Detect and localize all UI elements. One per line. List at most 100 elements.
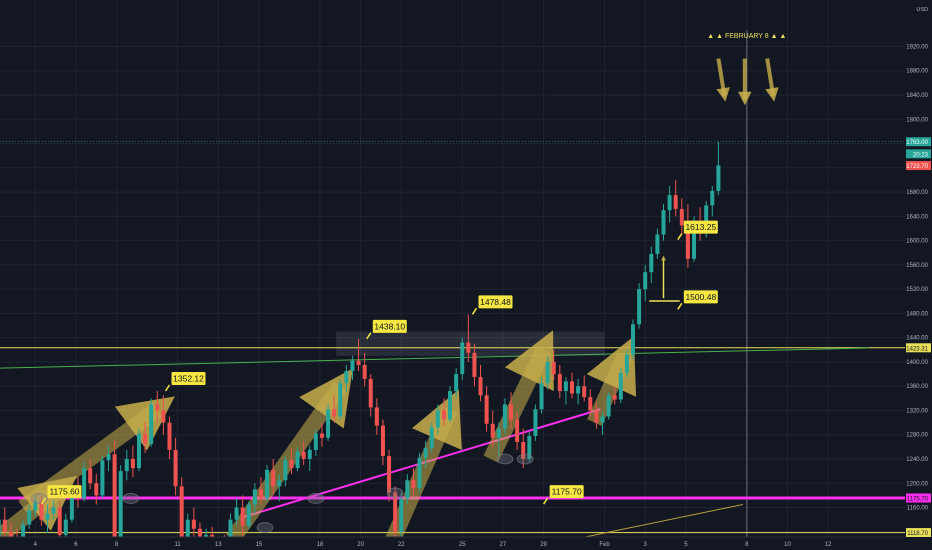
candle-body xyxy=(588,397,593,411)
price-callout-label: 1175.70 xyxy=(552,487,582,497)
price-callout-label: 1500.48 xyxy=(685,292,716,302)
candle-body xyxy=(155,404,160,411)
price-callout: 1175.70 xyxy=(543,485,584,505)
candle-body xyxy=(106,454,111,461)
candle-body xyxy=(51,507,56,514)
y-tick-label: 1440.00 xyxy=(906,336,928,342)
candle-body xyxy=(301,451,306,459)
candle-body xyxy=(161,410,166,423)
candle-body xyxy=(149,404,154,444)
up-arrow-annotation xyxy=(483,330,554,463)
candle-body xyxy=(252,489,257,505)
candle-body xyxy=(655,234,660,254)
candle-body xyxy=(82,468,87,499)
candle-body xyxy=(661,210,666,235)
candle-body xyxy=(667,195,672,211)
candle-body xyxy=(423,448,428,458)
price-callout-pointer xyxy=(40,497,47,505)
price-callout: 1352.12 xyxy=(164,371,206,392)
y-tick-label: 1800.00 xyxy=(906,117,928,123)
x-tick-label: 13 xyxy=(215,542,222,548)
candle-body xyxy=(545,361,550,384)
x-tick-label: 6 xyxy=(74,542,78,548)
candle-body xyxy=(417,457,422,489)
touch-point-marker xyxy=(496,453,514,465)
y-tick-label: 1840.00 xyxy=(906,93,928,99)
axis-price-tag xyxy=(906,528,931,538)
price-callout-pointer xyxy=(677,233,683,240)
candle-body xyxy=(374,407,379,426)
price-callout: 1175.60 xyxy=(40,485,82,505)
candle-body xyxy=(118,471,123,538)
touch-point-marker xyxy=(386,487,404,499)
candle-body xyxy=(411,480,416,489)
candle-body xyxy=(21,524,26,547)
candle-body xyxy=(191,519,196,529)
candle-body xyxy=(295,451,300,469)
candle-body xyxy=(338,383,343,417)
x-tick-label: 27 xyxy=(500,542,507,548)
candle-body xyxy=(39,501,44,520)
candle-body xyxy=(637,289,642,325)
trendline xyxy=(0,347,869,369)
x-tick-label: 18 xyxy=(317,542,324,548)
price-callout-label: 1613.25 xyxy=(685,222,716,232)
candle-body xyxy=(69,492,74,520)
candle-body xyxy=(63,519,68,535)
down-arrow-annotation xyxy=(765,58,779,102)
axis-price-tag-label: 1423.31 xyxy=(906,346,928,352)
price-callout-label: 1478.48 xyxy=(480,297,511,307)
candle-body xyxy=(399,498,404,532)
candle-body xyxy=(240,507,245,526)
candle-body xyxy=(685,225,690,259)
axis-price-tag-label: 20:23 xyxy=(913,152,929,158)
candle-body xyxy=(496,428,501,438)
candle-body xyxy=(283,460,288,481)
candle-body xyxy=(27,510,32,525)
axis-price-tag xyxy=(906,161,931,171)
axis-price-tag xyxy=(906,493,931,503)
price-callout-label: 1352.12 xyxy=(173,373,204,383)
y-tick-label: 1520.00 xyxy=(906,287,928,293)
candle-body xyxy=(289,460,294,469)
price-callout: 1438.10 xyxy=(366,319,407,340)
candle-body xyxy=(258,489,263,499)
candle-body xyxy=(557,374,562,392)
candle-body xyxy=(167,422,172,450)
y-tick-label: 1320.00 xyxy=(906,408,928,414)
y-tick-label: 1880.00 xyxy=(906,69,928,75)
x-tick-label: 8 xyxy=(745,542,749,548)
touch-point-marker xyxy=(516,453,534,465)
candle-body xyxy=(563,381,568,392)
y-tick-label: 1280.00 xyxy=(906,433,928,439)
y-tick-label: 1400.00 xyxy=(906,360,928,366)
candle-body xyxy=(539,383,544,410)
candle-body xyxy=(88,468,93,484)
x-tick-label: 22 xyxy=(398,542,405,548)
axis-price-tag xyxy=(906,149,931,159)
touch-point-marker xyxy=(307,493,325,504)
candle-body xyxy=(405,480,410,499)
x-tick-label: 29 xyxy=(540,542,547,548)
candle-body xyxy=(710,190,715,206)
y-tick-label: 1240.00 xyxy=(906,457,928,463)
currency-label: USD xyxy=(916,7,928,13)
candle-body xyxy=(344,371,349,384)
candle-body xyxy=(502,404,507,429)
candle-body xyxy=(527,435,532,459)
candle-body xyxy=(582,386,587,398)
price-callout-box xyxy=(171,371,206,385)
axis-price-tag xyxy=(906,343,931,353)
axis-price-tag-label: 1175.70 xyxy=(907,497,929,503)
y-tick-label: 1560.00 xyxy=(906,263,928,269)
candle-body xyxy=(271,469,276,487)
candle-body xyxy=(393,492,398,532)
candle-body xyxy=(606,395,611,417)
price-callout-box xyxy=(683,290,718,304)
up-arrow-annotation xyxy=(586,336,637,426)
x-tick-label: 12 xyxy=(825,542,832,548)
candle-body xyxy=(691,221,696,259)
candle-body xyxy=(466,342,471,353)
